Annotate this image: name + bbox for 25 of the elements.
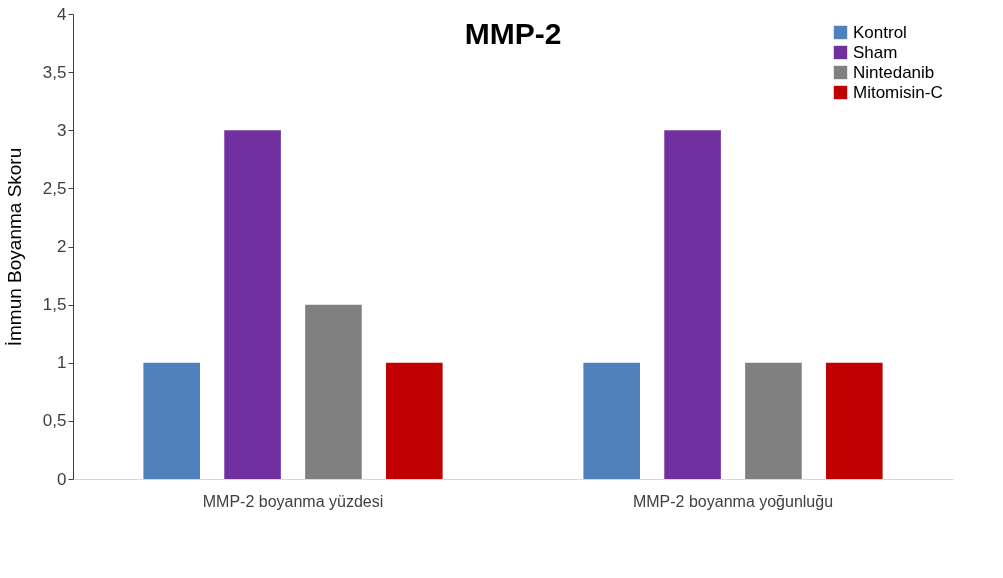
legend-label: Nintedanib: [853, 62, 935, 82]
bar: [825, 362, 883, 479]
bar: [745, 362, 802, 479]
bar: [664, 130, 721, 479]
y-tick-label: 4: [57, 4, 67, 24]
chart-title: MMP-2: [464, 17, 562, 50]
bar: [143, 362, 201, 479]
x-tick-label: MMP-2 boyanma yüzdesi: [202, 492, 384, 510]
y-tick-label: 3: [57, 120, 67, 140]
legend-label: Mitomisin-C: [853, 82, 943, 102]
x-tick-label: MMP-2 boyanma yoğunluğu: [632, 492, 834, 510]
bar: [305, 304, 362, 479]
y-tick-label: 3,5: [42, 62, 67, 82]
bar: [385, 362, 443, 479]
bar: [583, 362, 641, 479]
bar: [224, 130, 281, 479]
y-tick-label: 1,5: [42, 295, 67, 315]
y-tick-label: 1: [57, 353, 67, 373]
y-tick-label: 0,5: [42, 411, 67, 431]
y-tick-label: 2: [57, 237, 67, 256]
legend-label: Kontrol: [853, 22, 907, 42]
y-axis-title: İmmun Boyanma Skoru: [3, 147, 25, 347]
y-tick-label: 2,5: [42, 178, 67, 198]
legend-label: Sham: [853, 42, 898, 62]
y-tick-label: 0: [57, 469, 67, 489]
